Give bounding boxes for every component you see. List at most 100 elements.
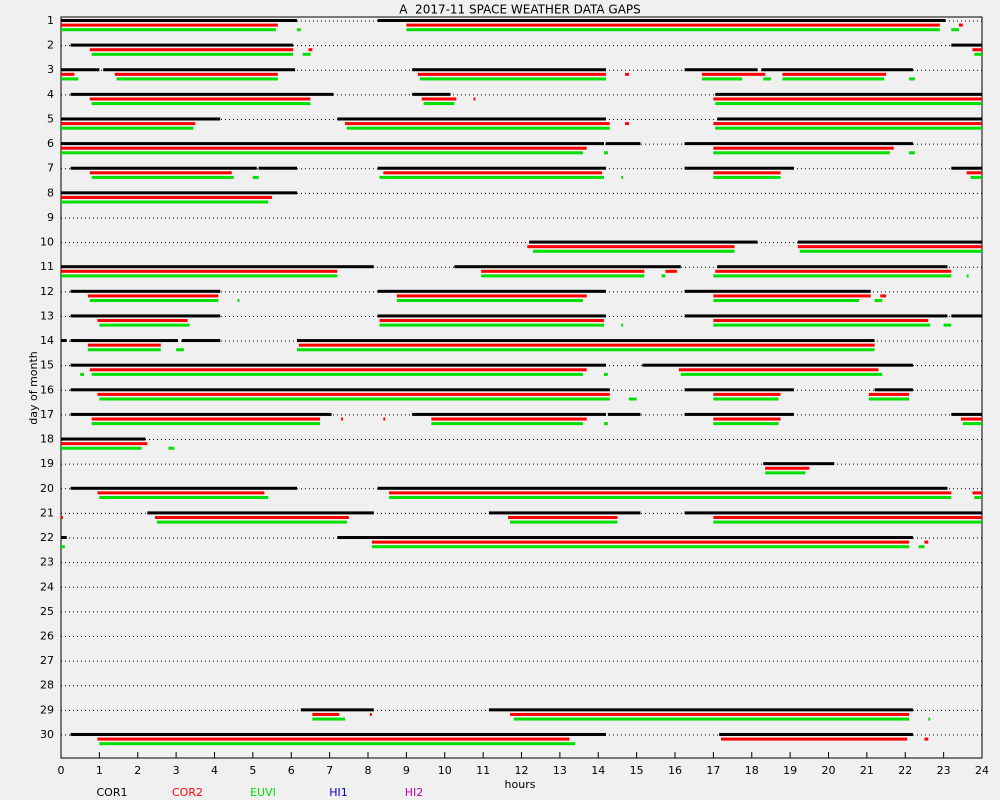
gap-bar xyxy=(701,77,743,81)
gap-bar xyxy=(928,717,931,721)
gap-bar xyxy=(713,417,781,421)
x-tick-label: 7 xyxy=(326,764,333,777)
gap-bar xyxy=(114,72,278,76)
gap-bar xyxy=(116,77,278,81)
gap-bar xyxy=(412,92,451,96)
gap-bar xyxy=(604,372,608,376)
y-tick-label: 12 xyxy=(40,285,54,298)
gap-bar xyxy=(89,48,294,52)
x-tick-label: 4 xyxy=(211,764,218,777)
gap-bar xyxy=(297,348,875,352)
y-tick-label: 3 xyxy=(47,63,54,76)
gap-bar xyxy=(61,195,273,199)
gap-bar xyxy=(168,446,175,450)
gap-bar xyxy=(61,23,278,27)
gap-bar xyxy=(379,175,605,179)
gap-bar xyxy=(713,323,931,327)
gap-bar xyxy=(176,348,184,352)
gap-bar xyxy=(337,536,913,540)
gap-bar xyxy=(89,171,232,175)
gap-bar xyxy=(765,466,810,470)
gap-bar xyxy=(951,412,982,416)
gap-bar xyxy=(721,737,908,741)
gap-bar xyxy=(684,511,982,515)
gap-bar xyxy=(91,102,311,106)
gap-bar xyxy=(70,486,298,490)
x-tick-label: 19 xyxy=(783,764,797,777)
gap-bar xyxy=(527,245,735,249)
gap-bar xyxy=(765,471,806,475)
gap-bar xyxy=(103,68,296,72)
gap-bar xyxy=(713,171,781,175)
gap-bar xyxy=(951,166,982,170)
gap-bar xyxy=(924,737,929,741)
gap-bar xyxy=(61,265,374,269)
gap-bar xyxy=(80,372,85,376)
gap-bar xyxy=(680,372,883,376)
y-tick-label: 14 xyxy=(40,334,54,347)
x-tick-label: 20 xyxy=(822,764,836,777)
gap-bar xyxy=(91,175,234,179)
gap-bar xyxy=(797,240,982,244)
y-tick-label: 28 xyxy=(40,679,54,692)
y-tick-label: 25 xyxy=(40,605,54,618)
y-tick-label: 13 xyxy=(40,309,54,322)
x-tick-label: 2 xyxy=(134,764,141,777)
gap-bar xyxy=(625,72,629,76)
gap-bar xyxy=(717,117,982,121)
gap-bar xyxy=(488,708,913,712)
x-tick-label: 9 xyxy=(403,764,410,777)
gap-bar xyxy=(454,265,681,269)
gap-bar xyxy=(412,68,606,72)
y-tick-label: 20 xyxy=(40,482,54,495)
gap-bar xyxy=(61,72,75,76)
gap-bar xyxy=(302,52,311,56)
gap-bar xyxy=(713,397,779,401)
gap-bar xyxy=(70,92,334,96)
gap-bar xyxy=(298,343,875,347)
gap-bar xyxy=(61,437,146,441)
gap-bar xyxy=(70,166,257,170)
gap-bar xyxy=(713,151,890,155)
y-tick-label: 27 xyxy=(40,654,54,667)
gap-bar xyxy=(715,102,982,106)
gap-bar xyxy=(308,48,313,52)
gap-bar xyxy=(713,520,982,524)
gap-bar xyxy=(604,422,608,426)
gap-bar xyxy=(337,117,606,121)
x-tick-label: 3 xyxy=(173,764,180,777)
gap-bar xyxy=(89,368,587,372)
gap-bar xyxy=(717,265,948,269)
gap-bar xyxy=(297,339,875,343)
gap-bar xyxy=(312,717,345,721)
gap-bar xyxy=(61,516,63,519)
x-tick-label: 12 xyxy=(515,764,529,777)
gap-bar xyxy=(481,269,645,273)
gap-bar xyxy=(513,717,910,721)
gap-bar xyxy=(91,52,294,56)
gap-bar xyxy=(300,708,374,712)
legend-label: HI2 xyxy=(405,786,424,799)
gap-bar xyxy=(625,122,629,126)
gap-bar xyxy=(868,392,910,396)
gap-bar xyxy=(782,77,885,81)
gap-bar xyxy=(473,97,476,101)
gap-bar xyxy=(406,28,940,32)
gap-bar xyxy=(607,412,641,416)
gap-bar xyxy=(297,28,301,32)
gap-bar xyxy=(61,442,148,446)
x-tick-label: 8 xyxy=(365,764,372,777)
gap-bar xyxy=(713,97,982,101)
gap-bar xyxy=(99,742,576,746)
gap-bar xyxy=(87,294,219,298)
gap-bar xyxy=(713,319,929,323)
gap-bar xyxy=(972,491,982,495)
y-tick-label: 21 xyxy=(40,506,54,519)
gap-bar xyxy=(423,102,455,106)
gap-bar xyxy=(962,422,982,426)
gap-bar xyxy=(966,171,982,175)
gap-bar xyxy=(406,23,940,27)
gap-bar xyxy=(70,339,179,343)
gap-bar xyxy=(909,151,915,155)
gap-bar xyxy=(70,43,294,47)
